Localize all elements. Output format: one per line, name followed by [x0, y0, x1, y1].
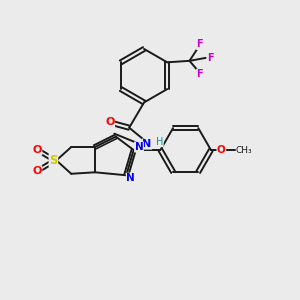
Text: S: S — [49, 154, 58, 167]
Text: F: F — [196, 40, 203, 50]
Text: N: N — [135, 142, 143, 152]
Text: N: N — [142, 139, 152, 149]
Text: O: O — [32, 166, 42, 176]
Text: O: O — [217, 145, 226, 155]
Text: O: O — [105, 117, 115, 127]
Text: F: F — [196, 69, 203, 79]
Text: CH₃: CH₃ — [236, 146, 253, 154]
Text: H: H — [156, 137, 163, 147]
Text: N: N — [126, 173, 135, 183]
Text: F: F — [207, 53, 214, 63]
Text: O: O — [32, 145, 42, 155]
